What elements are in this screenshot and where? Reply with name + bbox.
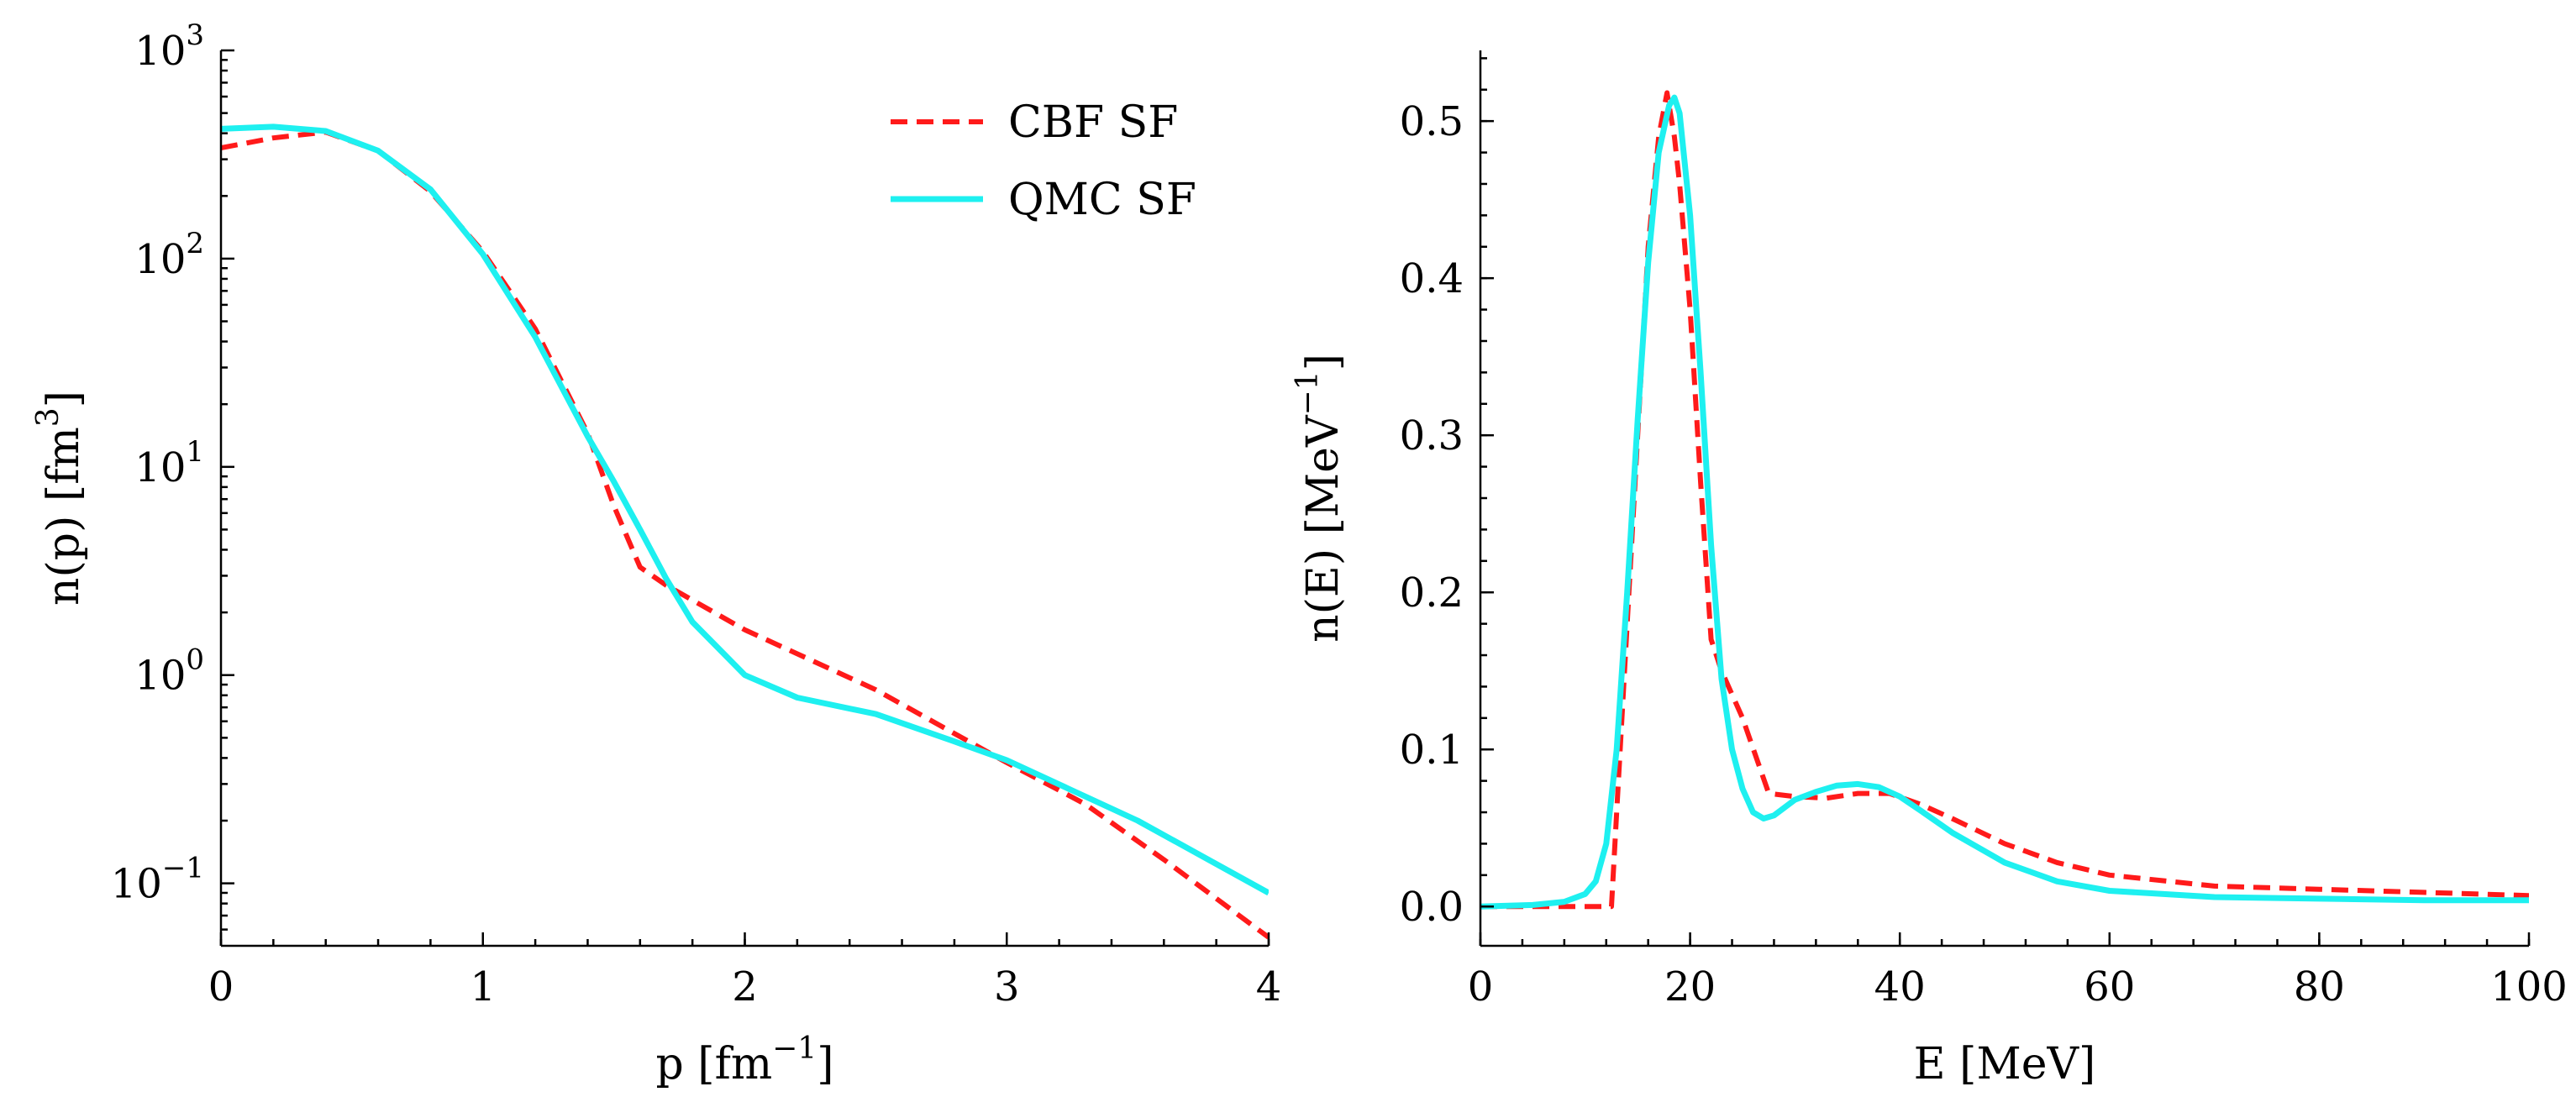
x-tick-label: 1 <box>470 963 496 1010</box>
x-axis-label: p [fm−1] <box>655 1031 833 1089</box>
x-tick-label: 3 <box>994 963 1020 1010</box>
panel-2: 0 20 40 60 80 100 0.0 0.1 0.2 0.3 0.4 0.5 E [MeV] n(E… <box>1291 50 2568 1089</box>
x-tick-label: 0 <box>1468 963 1494 1010</box>
y-tick-label: 0.2 <box>1400 569 1464 617</box>
y-tick-label: 0.0 <box>1400 884 1464 931</box>
series-line-cbf-sf <box>221 129 1269 940</box>
y-tick-label: 0.3 <box>1400 412 1464 459</box>
y-tick-label: 103 <box>134 18 204 75</box>
y-tick-label: 101 <box>134 435 204 491</box>
legend-label-qmc-sf: QMC SF <box>1008 175 1196 225</box>
y-tick-label: 100 <box>134 643 204 700</box>
x-tick-label: 20 <box>1664 963 1716 1010</box>
x-axis-label: E [MeV] <box>1914 1039 2096 1089</box>
legend: CBF SF QMC SF <box>891 97 1196 225</box>
x-tick-label: 40 <box>1874 963 1926 1010</box>
x-tick-label: 80 <box>2294 963 2345 1010</box>
x-tick-label: 2 <box>732 963 758 1010</box>
x-tick-label: 100 <box>2490 963 2568 1010</box>
series-line-cbf-sf <box>1480 90 2529 910</box>
y-axis-label: n(E) [MeV−1] <box>1291 354 1348 643</box>
y-tick-label: 0.1 <box>1400 727 1464 774</box>
y-tick-label: 0.5 <box>1400 98 1464 145</box>
x-tick-label: 4 <box>1256 963 1282 1010</box>
y-axis-label: n(p) [fm3] <box>31 391 89 606</box>
y-tick-label: 0.4 <box>1400 255 1464 302</box>
x-tick-label: 0 <box>208 963 234 1010</box>
panel-1: 0 1 2 3 4 10−1 100 101 102 103 p [fm−1] n(p) [fm3] C… <box>31 18 1281 1089</box>
series-line-qmc-sf <box>1480 94 2529 910</box>
x-tick-label: 60 <box>2084 963 2135 1010</box>
y-tick-label: 10−1 <box>111 852 204 908</box>
legend-label-cbf-sf: CBF SF <box>1008 97 1178 148</box>
y-tick-label: 102 <box>134 227 204 283</box>
series-line-qmc-sf <box>221 123 1269 896</box>
